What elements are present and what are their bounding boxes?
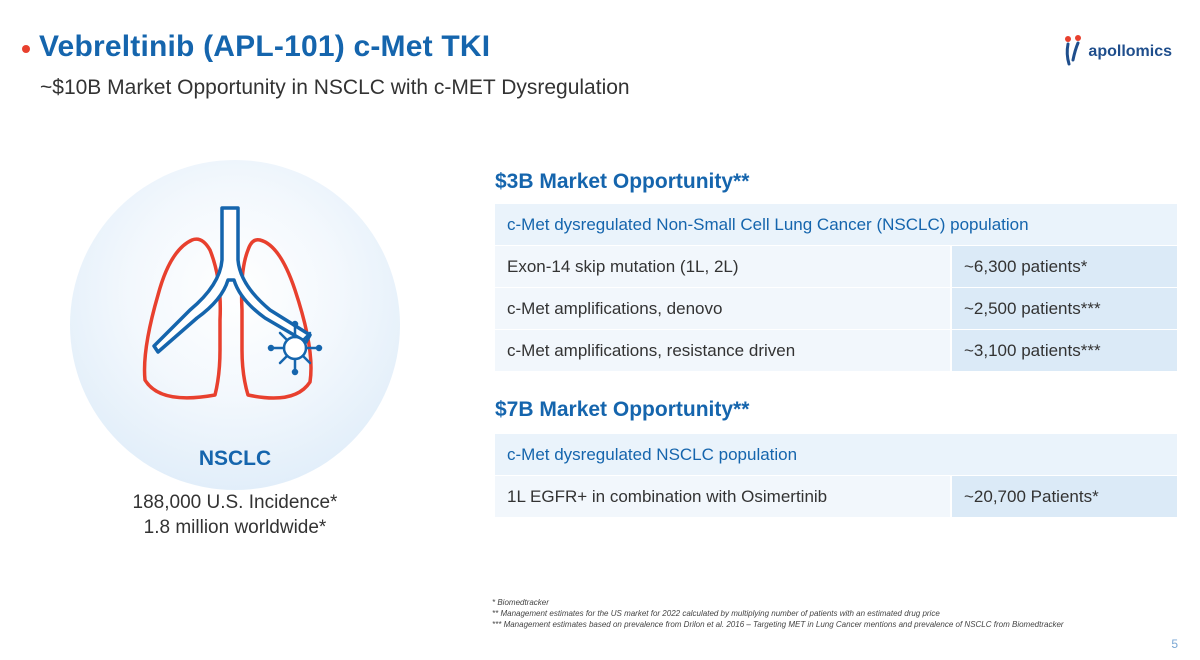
footnote-3: *** Management estimates based on preval… [492, 620, 1064, 629]
footnote-1: * Biomedtracker [492, 598, 549, 607]
title-row: Vebreltinib (APL-101) c-Met TKI [22, 30, 490, 64]
section2-population: c-Met dysregulated NSCLC population [507, 444, 798, 464]
footnotes: * Biomedtracker ** Management estimates … [492, 597, 1132, 630]
section2-population-row: c-Met dysregulated NSCLC population [495, 434, 1177, 476]
nsclc-label: NSCLC [198, 447, 272, 470]
incidence-text: 188,000 U.S. Incidence* 1.8 million worl… [70, 490, 400, 540]
virus-icon [267, 320, 323, 376]
section1-population: c-Met dysregulated Non-Small Cell Lung C… [507, 214, 1029, 234]
title-bullet-icon [22, 45, 30, 53]
row-label: 1L EGFR+ in combination with Osimertinib [495, 476, 952, 517]
row-value: ~3,100 patients*** [952, 330, 1177, 371]
row-value: ~6,300 patients* [952, 246, 1177, 287]
incidence-world: 1.8 million worldwide* [143, 517, 327, 538]
table-row: 1L EGFR+ in combination with Osimertinib… [495, 476, 1177, 518]
section1-table: c-Met dysregulated Non-Small Cell Lung C… [495, 204, 1177, 372]
row-label: c-Met amplifications, resistance driven [495, 330, 952, 371]
page-subtitle: ~$10B Market Opportunity in NSCLC with c… [40, 76, 630, 99]
apollomics-logo-icon [1065, 35, 1082, 66]
incidence-us: 188,000 U.S. Incidence* [132, 492, 338, 513]
page-number: 5 [1171, 637, 1178, 651]
row-label: c-Met amplifications, denovo [495, 288, 952, 329]
section2-heading: $7B Market Opportunity** [495, 398, 750, 421]
section2-table: c-Met dysregulated NSCLC population 1L E… [495, 434, 1177, 518]
company-logo: apollomics [1060, 34, 1172, 70]
row-value: ~2,500 patients*** [952, 288, 1177, 329]
section1-population-row: c-Met dysregulated Non-Small Cell Lung C… [495, 204, 1177, 246]
row-value: ~20,700 Patients* [952, 476, 1177, 517]
section1-heading: $3B Market Opportunity** [495, 170, 750, 193]
table-row: c-Met amplifications, denovo ~2,500 pati… [495, 288, 1177, 330]
page-title: Vebreltinib (APL-101) c-Met TKI [39, 30, 491, 63]
footnote-2: ** Management estimates for the US marke… [492, 609, 940, 618]
table-row: c-Met amplifications, resistance driven … [495, 330, 1177, 372]
table-row: Exon-14 skip mutation (1L, 2L) ~6,300 pa… [495, 246, 1177, 288]
row-label: Exon-14 skip mutation (1L, 2L) [495, 246, 952, 287]
logo-text: apollomics [1088, 43, 1172, 60]
lungs-icon [142, 206, 323, 400]
